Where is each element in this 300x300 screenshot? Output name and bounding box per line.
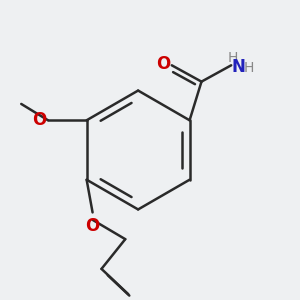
- Text: O: O: [156, 55, 170, 73]
- Text: O: O: [85, 217, 100, 235]
- Text: O: O: [32, 111, 46, 129]
- Text: N: N: [232, 58, 246, 76]
- Text: H: H: [244, 61, 254, 75]
- Text: H: H: [227, 51, 238, 65]
